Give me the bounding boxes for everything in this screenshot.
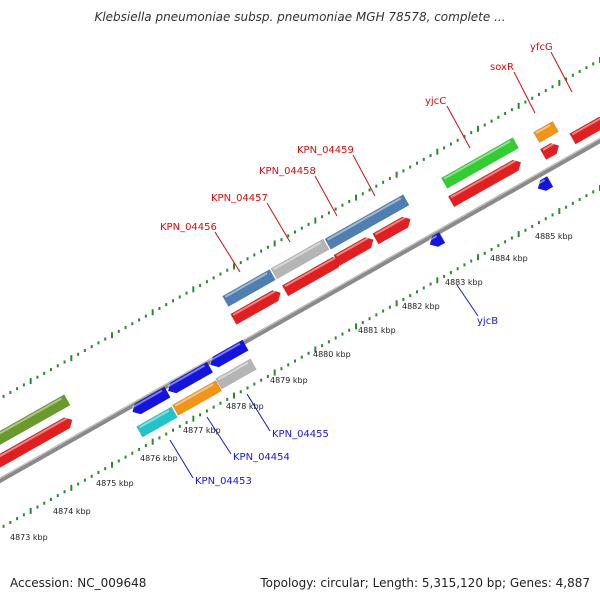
gene-label-soxR[interactable]: soxR (490, 62, 514, 73)
gene-bar-KPN_04454[interactable] (171, 380, 223, 416)
tick-label: 4882 kbp (402, 302, 440, 311)
leader-line (314, 175, 338, 217)
tick-label: 4879 kbp (270, 376, 308, 385)
cds-reverse[interactable] (535, 175, 554, 193)
gene-labels: KPN_04456 KPN_04457 KPN_04458 KPN_04459 yjcC… (160, 42, 573, 487)
gene-label-yjcC[interactable]: yjcC (425, 96, 446, 107)
leader-line (169, 439, 194, 479)
tick-label: 4877 kbp (183, 426, 221, 435)
gene-label-KPN_04458[interactable]: KPN_04458 (259, 166, 316, 177)
outer-tick-ring (2, 57, 600, 398)
tick-label: 4878 kbp (226, 402, 264, 411)
leader-line (352, 154, 376, 197)
gene-bar-KPN_04458[interactable] (324, 194, 410, 250)
gene-label-KPN_04454[interactable]: KPN_04454 (233, 452, 290, 463)
leader-line (456, 284, 479, 317)
cds-forward[interactable] (333, 234, 376, 266)
map-title: Klebsiella pneumoniae subsp. pneumoniae … (94, 10, 506, 24)
gene-bar-yjcC[interactable] (441, 137, 519, 189)
cds-forward[interactable] (447, 157, 524, 208)
tick-label: 4881 kbp (358, 326, 396, 335)
gene-bar-KPN_04456[interactable] (222, 269, 276, 307)
genome-backbone (0, 137, 600, 484)
gene-bar-soxR[interactable] (533, 121, 559, 143)
tick-label: 4880 kbp (313, 350, 351, 359)
gene-label-KPN_04456[interactable]: KPN_04456 (160, 222, 217, 233)
gene-bar-KPN_04453[interactable] (136, 406, 178, 438)
leader-line (214, 231, 241, 273)
gene-bar-olive[interactable] (0, 394, 71, 450)
cds-reverse[interactable] (165, 361, 214, 396)
accession-text: Accession: NC_009648 (10, 576, 147, 590)
tick-label: 4884 kbp (490, 254, 528, 263)
genome-map[interactable]: 4873 kbp 4874 kbp 4875 kbp 4876 kbp 4877 kbp… (0, 0, 600, 570)
gene-label-KPN_04457[interactable]: KPN_04457 (211, 193, 268, 204)
gene-label-yfcG[interactable]: yfcG (530, 42, 553, 53)
gene-bar-yjcB[interactable] (427, 231, 446, 249)
cds-reverse[interactable] (130, 386, 171, 417)
tick-label: 4875 kbp (96, 479, 134, 488)
tick-label: 4883 kbp (445, 278, 483, 287)
cds-forward[interactable] (0, 415, 75, 470)
leader-line (266, 202, 291, 243)
tick-label: 4885 kbp (535, 232, 573, 241)
gene-bar-KPN_04455[interactable] (215, 358, 257, 390)
feature-track (0, 114, 600, 470)
genome-summary-text: Topology: circular; Length: 5,315,120 bp… (260, 576, 590, 590)
gene-label-KPN_04459[interactable]: KPN_04459 (297, 145, 354, 156)
cds-reverse[interactable] (208, 339, 249, 370)
tick-labels: 4873 kbp 4874 kbp 4875 kbp 4876 kbp 4877 kbp… (10, 232, 573, 542)
tick-label: 4876 kbp (140, 454, 178, 463)
genome-backbone-highlight (0, 138, 600, 479)
leader-line (246, 393, 271, 432)
gene-label-KPN_04455[interactable]: KPN_04455 (272, 429, 329, 440)
tick-label: 4873 kbp (10, 533, 48, 542)
cds-forward[interactable] (230, 287, 284, 325)
gene-bar-KPN_04457[interactable] (270, 238, 330, 280)
tick-label: 4874 kbp (53, 507, 91, 516)
gene-label-yjcB[interactable]: yjcB (477, 316, 498, 327)
cds-forward[interactable] (539, 140, 562, 160)
leader-line (446, 105, 471, 149)
leader-line (513, 71, 536, 114)
inner-tick-ring (2, 185, 600, 528)
cds-forward[interactable] (569, 114, 600, 145)
leader-line (206, 416, 232, 455)
cds-forward[interactable] (372, 214, 414, 245)
gene-label-KPN_04453[interactable]: KPN_04453 (195, 476, 252, 487)
leader-line (550, 51, 573, 93)
